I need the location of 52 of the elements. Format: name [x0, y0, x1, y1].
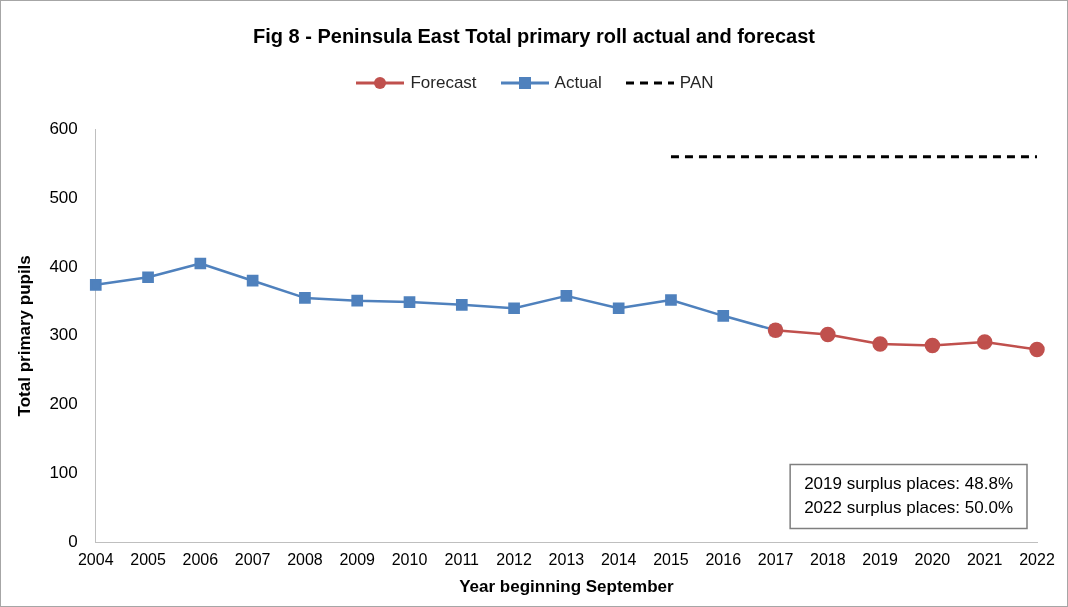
- point: [717, 309, 730, 322]
- x-tick-label: 2005: [130, 551, 166, 569]
- point: [612, 302, 625, 315]
- x-tick-label: 2013: [548, 551, 585, 569]
- point: [455, 298, 468, 311]
- x-tick-label: 2017: [757, 551, 794, 569]
- point: [508, 302, 520, 315]
- x-tick-label: 2022: [1019, 551, 1055, 569]
- y-tick-label: 300: [49, 325, 78, 345]
- x-tick-label: 2010: [391, 551, 428, 569]
- x-tick-label: 2020: [914, 551, 951, 569]
- point: [351, 294, 364, 307]
- y-tick-label: 400: [49, 256, 78, 276]
- y-tick-label: 0: [68, 532, 78, 552]
- x-tick-label: 2016: [705, 551, 742, 569]
- point: [142, 271, 154, 284]
- y-tick-label: 200: [49, 394, 78, 414]
- x-tick-label: 2021: [966, 551, 1003, 569]
- point: [924, 337, 941, 354]
- x-tick-label: 2009: [339, 551, 376, 569]
- x-tick-label: 2008: [287, 551, 323, 569]
- x-tick-label: 2019: [862, 551, 899, 569]
- chart-title: Fig 8 - Peninsula East Total primary roll actual and forecast: [252, 25, 816, 48]
- y-axis-title: Total primary pupils: [14, 255, 34, 417]
- x-tick-label: 2018: [810, 551, 846, 569]
- y-tick-label: 500: [49, 187, 78, 207]
- point: [89, 278, 102, 291]
- x-tick-label: 2006: [182, 551, 219, 569]
- annotation: 2022 surplus places: 50.0%: [804, 498, 1013, 518]
- y-tick-label: 100: [49, 463, 78, 483]
- point: [872, 336, 888, 352]
- point: [194, 257, 207, 270]
- point: [1029, 341, 1045, 358]
- point: [665, 294, 677, 306]
- x-tick-label: 2004: [77, 551, 114, 569]
- legend-label: Actual: [554, 73, 602, 93]
- legend-label: PAN: [679, 73, 714, 93]
- x-tick-label: 2014: [600, 551, 637, 569]
- point: [299, 292, 311, 304]
- y-tick-label: 600: [49, 118, 78, 138]
- point: [403, 296, 416, 308]
- point: [820, 326, 836, 343]
- x-tick-label: 2011: [444, 551, 480, 569]
- point: [976, 334, 993, 350]
- annotation: 2019 surplus places: 48.8%: [804, 474, 1013, 494]
- x-tick-label: 2015: [653, 551, 689, 569]
- x-axis-title: Year beginning September: [459, 577, 674, 597]
- legend-label: Forecast: [410, 73, 477, 93]
- point: [246, 274, 259, 287]
- point: [560, 290, 573, 302]
- x-tick-label: 2012: [496, 551, 532, 569]
- x-tick-label: 2007: [234, 551, 271, 569]
